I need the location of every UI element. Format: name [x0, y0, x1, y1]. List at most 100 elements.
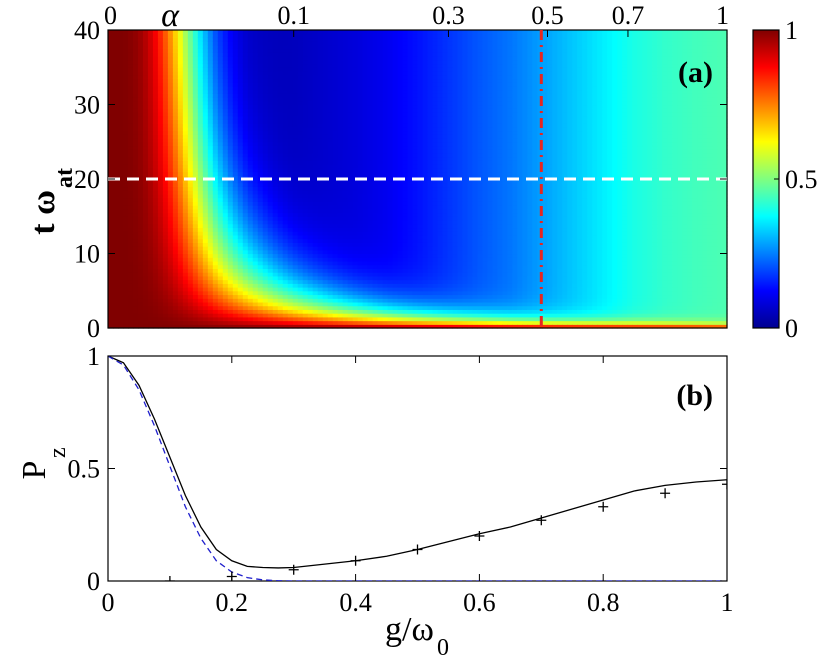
heatmap-cell [347, 305, 354, 310]
heatmap-cell [252, 93, 259, 98]
heatmap-cell [152, 201, 159, 206]
heatmap-cell [282, 164, 289, 169]
heatmap-cell [377, 182, 384, 188]
heatmap-cell [337, 130, 344, 135]
heatmap-cell [277, 119, 284, 124]
heatmap-cell [287, 287, 294, 292]
heatmap-cell [287, 130, 294, 135]
heatmap-cell [177, 63, 184, 68]
heatmap-cell [187, 108, 194, 113]
heatmap-cell [187, 242, 194, 247]
heatmap-cell [407, 193, 414, 199]
heatmap-cell [242, 212, 249, 217]
heatmap-cell [108, 205, 114, 210]
heatmap-cell [157, 59, 164, 65]
heatmap-cell [327, 268, 334, 273]
heatmap-cell [222, 186, 229, 191]
heatmap-cell [272, 275, 279, 281]
heatmap-cell [157, 227, 164, 232]
heatmap-cell [152, 93, 159, 98]
heatmap-cell [212, 290, 219, 296]
heatmap-cell [382, 305, 389, 310]
heatmap-cell [352, 30, 359, 35]
heatmap-cell [362, 78, 369, 83]
heatmap-cell [222, 123, 229, 128]
heatmap-cell [162, 70, 169, 76]
heatmap-cell [297, 108, 304, 113]
heatmap-cell [132, 283, 139, 288]
heatmap-cell [317, 59, 324, 65]
heatmap-cell [367, 283, 374, 288]
heatmap-cell [372, 123, 379, 128]
heatmap-cell [132, 294, 139, 299]
heatmap-cell [337, 126, 344, 132]
heatmap-cell [297, 316, 304, 322]
heatmap-cell [267, 201, 274, 206]
heatmap-cell [132, 149, 139, 154]
heatmap-cell [127, 82, 134, 87]
heatmap-cell [262, 227, 269, 232]
heatmap-cell [262, 193, 269, 199]
heatmap-cell [277, 238, 284, 243]
heatmap-cell [417, 257, 424, 262]
heatmap-cell [287, 37, 294, 42]
heatmap-cell [137, 182, 144, 188]
heatmap-cell [227, 145, 234, 150]
heatmap-cell [372, 33, 379, 39]
heatmap-cell [252, 249, 259, 255]
heatmap-cell [157, 260, 164, 266]
heatmap-cell [412, 119, 419, 124]
heatmap-cell [108, 301, 114, 307]
heatmap-cell [337, 287, 344, 292]
heatmap-cell [167, 104, 174, 109]
heatmap-cell [392, 167, 399, 173]
heatmap-cell [187, 67, 194, 72]
heatmap-cell [317, 234, 324, 240]
heatmap-cell [127, 298, 134, 303]
heatmap-cell [362, 126, 369, 132]
heatmap-cell [137, 138, 144, 143]
heatmap-cell [252, 179, 259, 184]
heatmap-cell [132, 253, 139, 258]
heatmap-cell [117, 324, 124, 329]
heatmap-cell [142, 201, 149, 206]
heatmap-cell [167, 44, 174, 50]
heatmap-cell [122, 56, 129, 61]
heatmap-cell [362, 175, 369, 180]
heatmap-cell [332, 238, 339, 243]
heatmap-cell [307, 279, 314, 284]
heatmap-cell [302, 234, 309, 240]
heatmap-cell [262, 167, 269, 173]
heatmap-cell [327, 63, 334, 68]
heatmap-cell [137, 67, 144, 72]
heatmap-cell [337, 223, 344, 229]
heatmap-cell [372, 41, 379, 46]
heatmap-cell [147, 41, 154, 46]
heatmap-cell [108, 227, 114, 232]
heatmap-cell [192, 253, 199, 258]
heatmap-cell [412, 67, 419, 72]
heatmap-cell [217, 268, 224, 273]
heatmap-cell [412, 205, 419, 210]
heatmap-cell [172, 305, 179, 310]
heatmap-cell [197, 149, 204, 154]
heatmap-cell [267, 160, 274, 165]
heatmap-cell [367, 141, 374, 147]
heatmap-cell [142, 97, 149, 102]
heatmap-cell [137, 115, 144, 120]
heatmap-cell [322, 242, 329, 247]
heatmap-cell [108, 294, 114, 299]
heatmap-cell [197, 182, 204, 188]
heatmap-cell [282, 37, 289, 42]
heatmap-cell [187, 104, 194, 109]
heatmap-cell [162, 190, 169, 195]
heatmap-cell [397, 287, 404, 292]
heatmap-cell [182, 138, 189, 143]
heatmap-cell [167, 130, 174, 135]
heatmap-cell [337, 294, 344, 299]
heatmap-cell [402, 152, 409, 158]
heatmap-cell [287, 301, 294, 307]
heatmap-cell [142, 175, 149, 180]
heatmap-cell [177, 320, 184, 325]
heatmap-cell [387, 294, 394, 299]
